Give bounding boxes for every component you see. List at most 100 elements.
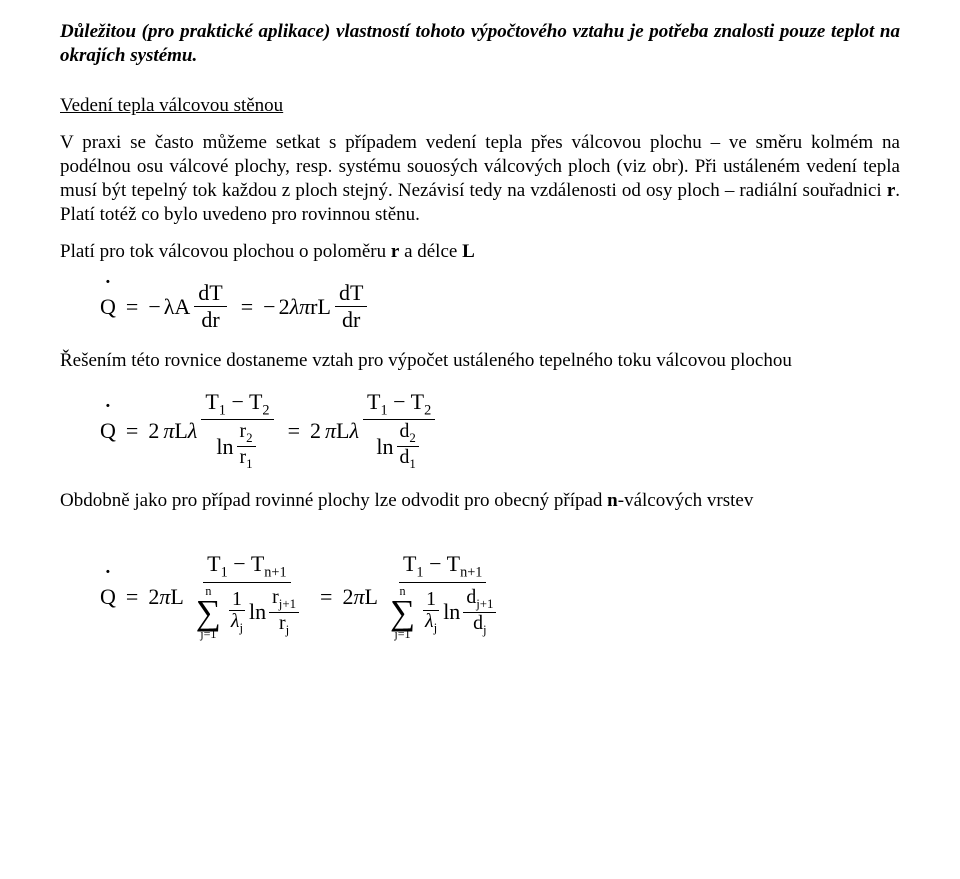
eq1-eq1: = [126, 296, 138, 318]
eq2-s1b: 1 [380, 402, 387, 418]
eq2-T2a: T [249, 389, 262, 414]
eq2-d2s: 2 [409, 431, 415, 445]
eq2-Q: Q [100, 420, 116, 442]
eq1-lambda2: λ [290, 296, 300, 318]
eq3-one2: 1 [423, 590, 439, 612]
p2-r: r [887, 180, 895, 201]
p5-n: n [607, 490, 618, 511]
equation-3: Q = 2 π L T1 − Tn+1 n ∑ j=1 [100, 553, 900, 641]
eq3-sum1: n ∑ j=1 [196, 585, 221, 641]
eq1-pi: π [299, 296, 310, 318]
equation-2: Q = 2 π L λ T1 − T2 ln r2 [100, 391, 900, 471]
eq1-minus2: − [263, 296, 275, 318]
eq1-lambda1: λ [164, 296, 175, 318]
eq1-2: 2 [279, 296, 290, 318]
eq3-eq2: = [320, 586, 332, 608]
eq3-m1: − [233, 551, 245, 576]
eq3-pi2: π [353, 586, 364, 608]
eq2-eq1: = [126, 420, 138, 442]
paragraph-5: Obdobně jako pro případ rovinné plochy l… [60, 489, 900, 513]
eq3-frac1: T1 − Tn+1 n ∑ j=1 1 λj [188, 553, 306, 641]
p5-c: -válcových vrstev [618, 490, 754, 511]
eq2-pi1: π [163, 420, 174, 442]
equation-1: Q = − λ A dT dr = − 2 λ π r L dT dr [100, 282, 900, 331]
eq2-ln1: ln [216, 436, 233, 458]
eq3-Tn1as: n+1 [264, 564, 286, 580]
eq3-lamj2s: j [434, 621, 438, 635]
eq3-rj1s: j+1 [279, 597, 296, 611]
eq2-minus2: − [393, 389, 405, 414]
eq3-one1: 1 [229, 590, 245, 612]
page: Důležitou (pro praktické aplikace) vlast… [0, 0, 960, 879]
eq3-m2: − [429, 551, 441, 576]
eq2-lam1: λ [188, 420, 198, 442]
eq2-frac2: T1 − T2 ln d2 d1 [363, 391, 435, 471]
paragraph-3: Platí pro tok válcovou plochou o poloměr… [60, 240, 900, 264]
eq3-Tn1bs: n+1 [460, 564, 482, 580]
eq3-Q: Q [100, 586, 116, 608]
p3-c: a délce [399, 241, 462, 262]
eq1-A: A [174, 296, 190, 318]
eq2-2b: 2 [310, 420, 321, 442]
p5-a: Obdobně jako pro případ rovinné plochy l… [60, 490, 607, 511]
eq1-L: L [317, 296, 330, 318]
eq2-T1a: T [205, 389, 218, 414]
eq3-sum1-lo: j=1 [200, 628, 216, 640]
p3-L: L [462, 241, 475, 262]
eq3-lamj2: λ [425, 610, 434, 632]
eq3-2b: 2 [342, 586, 353, 608]
eq3-dj: d [473, 612, 483, 634]
eq2-d1: d [400, 446, 410, 468]
eq1-minus1: − [148, 296, 160, 318]
eq3-T1bs: 1 [416, 564, 423, 580]
eq2-d1s: 1 [409, 457, 415, 471]
eq2-L2: L [336, 420, 349, 442]
eq3-lamj1s: j [239, 621, 243, 635]
eq3-rj1: r [272, 586, 279, 608]
eq3-1overlam1: 1 λj [228, 590, 246, 636]
eq2-d2: d [400, 420, 410, 442]
eq1-dr2: dr [338, 307, 364, 331]
eq2-frac1: T1 − T2 ln r2 r1 [201, 391, 273, 471]
eq1-eq2: = [241, 296, 253, 318]
eq2-pi2: π [325, 420, 336, 442]
eq3-rfrac: rj+1 rj [269, 588, 299, 637]
eq3-ln1: ln [249, 601, 266, 623]
eq2-T1b: T [367, 389, 380, 414]
eq3-dj1s: j+1 [476, 597, 493, 611]
eq2-s1a: 1 [219, 402, 226, 418]
eq3-rj: r [279, 612, 286, 634]
eq3-dj1: d [466, 586, 476, 608]
eq3-Tn1a: T [251, 551, 264, 576]
eq3-T1as: 1 [221, 564, 228, 580]
eq3-1overlam2: 1 λj [422, 590, 440, 636]
eq2-r1s: 1 [246, 457, 252, 471]
eq1-frac2: dT dr [335, 282, 367, 331]
p3-a: Platí pro tok válcovou plochou o poloměr… [60, 241, 391, 262]
eq2-2a: 2 [148, 420, 159, 442]
eq3-frac2: T1 − Tn+1 n ∑ j=1 1 λj [382, 553, 504, 641]
eq3-ln2: ln [443, 601, 460, 623]
eq1-Q: Q [100, 296, 116, 318]
eq3-pi1: π [159, 586, 170, 608]
eq2-eq2: = [288, 420, 300, 442]
eq3-L2: L [364, 586, 377, 608]
eq2-r2s: 2 [246, 431, 252, 445]
p2-a: V praxi se často můžeme setkat s případe… [60, 132, 900, 201]
eq3-sum2-lo: j=1 [394, 628, 410, 640]
eq3-T1b: T [403, 551, 416, 576]
eq3-dfrac: dj+1 dj [463, 588, 496, 637]
eq2-s2b: 2 [424, 402, 431, 418]
eq3-rjs: j [286, 623, 290, 637]
eq3-Tn1b: T [447, 551, 460, 576]
eq3-sum2: n ∑ j=1 [390, 585, 415, 641]
eq1-dT1: dT [194, 282, 226, 307]
eq2-lam2: λ [349, 420, 359, 442]
eq2-s2a: 2 [262, 402, 269, 418]
intro-paragraph: Důležitou (pro praktické aplikace) vlast… [60, 20, 900, 68]
eq1-dT2: dT [335, 282, 367, 307]
eq3-eq1: = [126, 586, 138, 608]
eq3-L1: L [170, 586, 183, 608]
eq3-djs: j [483, 623, 487, 637]
eq2-rfrac: r2 r1 [237, 422, 256, 471]
